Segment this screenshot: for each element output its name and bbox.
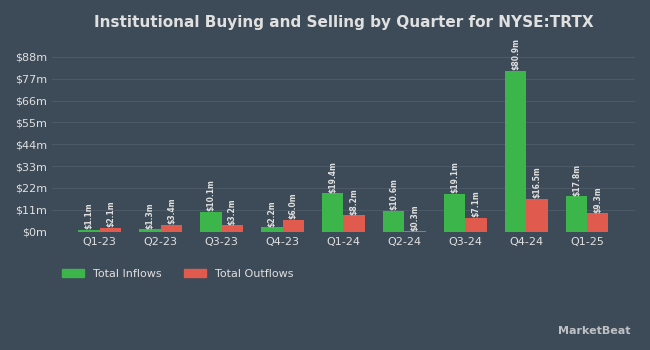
Bar [139, 229, 161, 232]
Text: $2.1m: $2.1m [106, 200, 115, 227]
Text: $7.1m: $7.1m [471, 190, 480, 217]
Bar [343, 215, 365, 232]
Text: $3.4m: $3.4m [167, 198, 176, 224]
Text: $1.3m: $1.3m [146, 202, 155, 229]
Text: $3.2m: $3.2m [227, 198, 237, 225]
Bar [79, 230, 100, 232]
Text: $10.1m: $10.1m [207, 179, 216, 211]
Bar [322, 193, 343, 232]
Bar [505, 71, 526, 232]
Text: MarketBeat: MarketBeat [558, 326, 630, 336]
Text: $8.2m: $8.2m [350, 188, 359, 215]
Text: $0.3m: $0.3m [411, 204, 420, 231]
Text: $16.5m: $16.5m [532, 167, 541, 198]
Text: $10.6m: $10.6m [389, 178, 398, 210]
Bar [261, 228, 283, 232]
Bar [200, 212, 222, 232]
Text: $6.0m: $6.0m [289, 193, 298, 219]
Bar [383, 211, 404, 232]
Bar [404, 231, 426, 232]
Bar [465, 218, 487, 232]
Bar [100, 228, 121, 232]
Bar [526, 199, 547, 232]
Text: $19.4m: $19.4m [328, 161, 337, 192]
Text: $1.1m: $1.1m [84, 202, 94, 229]
Bar [444, 194, 465, 232]
Text: $19.1m: $19.1m [450, 161, 459, 193]
Bar [587, 213, 608, 232]
Text: $80.9m: $80.9m [511, 38, 520, 70]
Legend: Total Inflows, Total Outflows: Total Inflows, Total Outflows [58, 265, 298, 284]
Title: Institutional Buying and Selling by Quarter for NYSE:TRTX: Institutional Buying and Selling by Quar… [94, 15, 593, 30]
Text: $9.3m: $9.3m [593, 186, 603, 212]
Bar [161, 225, 182, 232]
Text: $2.2m: $2.2m [267, 200, 276, 227]
Bar [283, 220, 304, 232]
Bar [222, 225, 243, 232]
Text: $17.8m: $17.8m [572, 163, 581, 196]
Bar [566, 196, 587, 232]
